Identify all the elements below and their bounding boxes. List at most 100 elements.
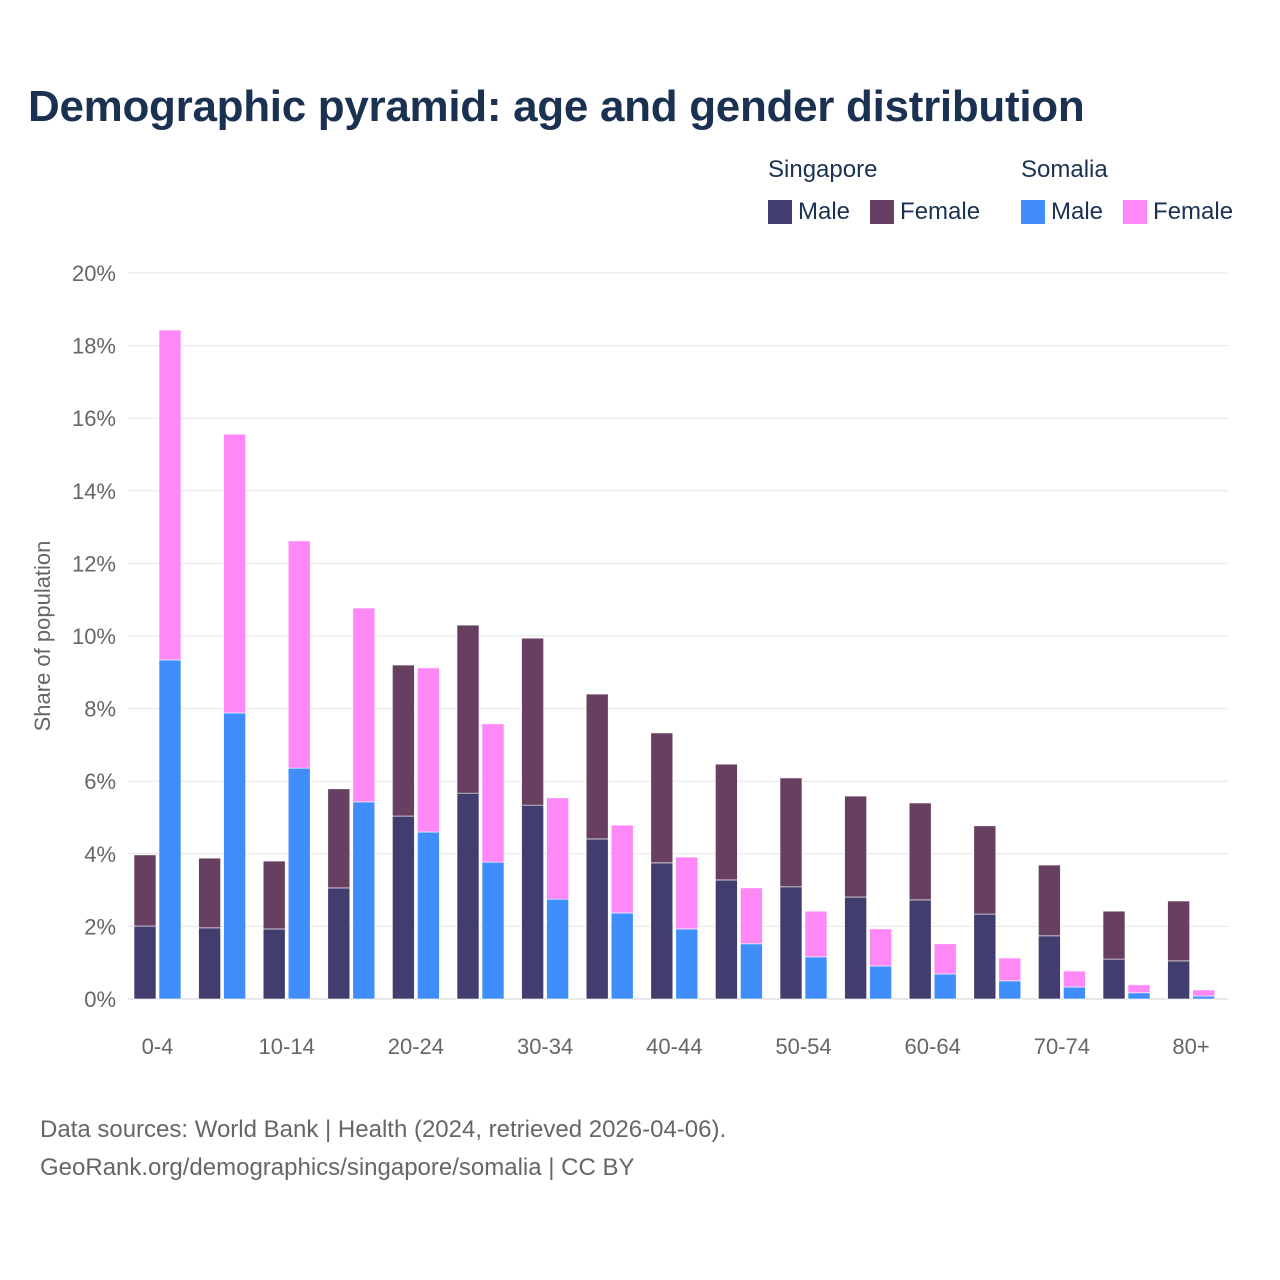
age-group-70-74: 70-74	[1038, 864, 1086, 1000]
singapore-male-bar[interactable]	[1038, 935, 1061, 1000]
singapore-female-bar[interactable]	[262, 860, 286, 930]
age-group-65-69: 65-69	[973, 825, 1022, 1000]
singapore-female-bar[interactable]	[1038, 864, 1061, 937]
somalia-female-bar[interactable]	[1192, 989, 1215, 997]
x-tick-label: 10-14	[259, 1034, 315, 1059]
y-tick-label: 12%	[72, 551, 116, 576]
singapore-female-bar[interactable]	[133, 854, 157, 927]
somalia-female-bar[interactable]	[740, 887, 763, 945]
somalia-female-bar[interactable]	[546, 797, 569, 900]
somalia-female-bar[interactable]	[804, 910, 828, 958]
somalia-female-bar[interactable]	[158, 329, 182, 661]
y-tick-label: 8%	[84, 697, 116, 722]
somalia-male-bar[interactable]	[675, 928, 699, 1000]
somalia-female-bar[interactable]	[1127, 984, 1151, 994]
somalia-male-bar[interactable]	[223, 712, 246, 1000]
age-group-15-19: 15-19	[327, 607, 376, 1000]
singapore-female-bar[interactable]	[585, 693, 609, 840]
somalia-male-bar[interactable]	[998, 980, 1022, 1000]
somalia-male-bar[interactable]	[287, 767, 311, 1000]
singapore-male-bar[interactable]	[521, 804, 544, 1000]
singapore-male-bar[interactable]	[262, 928, 286, 1000]
somalia-female-bar[interactable]	[933, 943, 957, 975]
somalia-male-bar[interactable]	[1127, 992, 1151, 1000]
somalia-female-bar[interactable]	[287, 540, 311, 769]
y-tick-label: 10%	[72, 624, 116, 649]
legend-somalia-female[interactable]: Female	[1123, 198, 1233, 226]
x-tick-label: 70-74	[1034, 1034, 1090, 1059]
age-group-5-9: 5-9	[198, 433, 246, 1000]
somalia-male-bar[interactable]	[417, 831, 440, 1000]
somalia-female-bar[interactable]	[481, 723, 505, 863]
singapore-female-bar[interactable]	[392, 664, 415, 817]
singapore-female-bar[interactable]	[908, 802, 932, 901]
somalia-male-bar[interactable]	[546, 898, 569, 1000]
somalia-male-bar[interactable]	[804, 956, 828, 1000]
x-tick-label: 60-64	[905, 1034, 961, 1059]
age-group-45-49: 45-49	[715, 763, 763, 1000]
somalia-female-bar[interactable]	[998, 957, 1022, 982]
somalia-female-bar[interactable]	[610, 824, 634, 914]
age-group-25-29: 25-29	[456, 624, 505, 1000]
somalia-female-bar[interactable]	[417, 667, 440, 833]
somalia-female-bar[interactable]	[223, 433, 246, 714]
singapore-female-bar[interactable]	[327, 788, 351, 889]
singapore-male-bar[interactable]	[1102, 958, 1126, 1000]
somalia-male-bar[interactable]	[933, 973, 957, 1000]
somalia-male-bar[interactable]	[869, 965, 892, 1000]
y-tick-label: 18%	[72, 334, 116, 359]
singapore-male-bar[interactable]	[198, 927, 221, 1000]
y-tick-label: 14%	[72, 479, 116, 504]
singapore-male-bar[interactable]	[715, 879, 738, 1000]
legend-swatch	[1021, 200, 1045, 224]
x-tick-label: 20-24	[388, 1034, 444, 1059]
legend-singapore-female[interactable]: Female	[870, 198, 980, 226]
somalia-female-bar[interactable]	[675, 856, 699, 930]
footer-url[interactable]: GeoRank.org/demographics/singapore/somal…	[40, 1154, 635, 1181]
singapore-female-bar[interactable]	[456, 624, 480, 794]
legend-swatch	[768, 200, 792, 224]
somalia-male-bar[interactable]	[158, 659, 182, 1000]
singapore-female-bar[interactable]	[844, 795, 867, 898]
singapore-male-bar[interactable]	[779, 886, 803, 1000]
singapore-female-bar[interactable]	[650, 732, 674, 864]
legend-singapore-male[interactable]: Male	[768, 198, 850, 226]
singapore-male-bar[interactable]	[844, 896, 867, 1000]
singapore-male-bar[interactable]	[392, 815, 415, 1000]
legend-somalia: Somalia Male Female	[1021, 156, 1233, 226]
age-group-80+: 80+	[1167, 900, 1215, 1000]
somalia-male-bar[interactable]	[1192, 995, 1215, 1000]
singapore-male-bar[interactable]	[585, 838, 609, 1000]
x-tick-label: 40-44	[646, 1034, 702, 1059]
somalia-male-bar[interactable]	[740, 943, 763, 1000]
singapore-female-bar[interactable]	[198, 857, 221, 929]
legend-swatch	[1123, 200, 1148, 224]
legend-label: Female	[900, 198, 981, 225]
somalia-female-bar[interactable]	[869, 928, 892, 967]
legend-label: Female	[1153, 198, 1234, 225]
singapore-female-bar[interactable]	[715, 763, 738, 881]
singapore-female-bar[interactable]	[1102, 910, 1126, 960]
singapore-male-bar[interactable]	[908, 899, 932, 1000]
singapore-female-bar[interactable]	[779, 777, 803, 888]
singapore-male-bar[interactable]	[133, 925, 157, 1000]
singapore-male-bar[interactable]	[456, 792, 480, 1000]
somalia-male-bar[interactable]	[1063, 986, 1086, 1000]
singapore-female-bar[interactable]	[1167, 900, 1190, 962]
somalia-male-bar[interactable]	[610, 912, 634, 1000]
singapore-male-bar[interactable]	[327, 887, 351, 1000]
somalia-male-bar[interactable]	[352, 801, 376, 1000]
chart-title: Demographic pyramid: age and gender dist…	[28, 82, 1085, 131]
somalia-female-bar[interactable]	[352, 607, 376, 803]
singapore-male-bar[interactable]	[973, 913, 997, 1000]
legend-swatch	[870, 200, 895, 224]
somalia-female-bar[interactable]	[1063, 970, 1086, 988]
somalia-male-bar[interactable]	[481, 861, 505, 1000]
singapore-female-bar[interactable]	[521, 637, 544, 806]
singapore-male-bar[interactable]	[650, 862, 674, 1000]
singapore-male-bar[interactable]	[1167, 960, 1190, 1000]
x-tick-label: 50-54	[775, 1034, 831, 1059]
legend-somalia-male[interactable]: Male	[1021, 198, 1103, 226]
singapore-female-bar[interactable]	[973, 825, 997, 915]
